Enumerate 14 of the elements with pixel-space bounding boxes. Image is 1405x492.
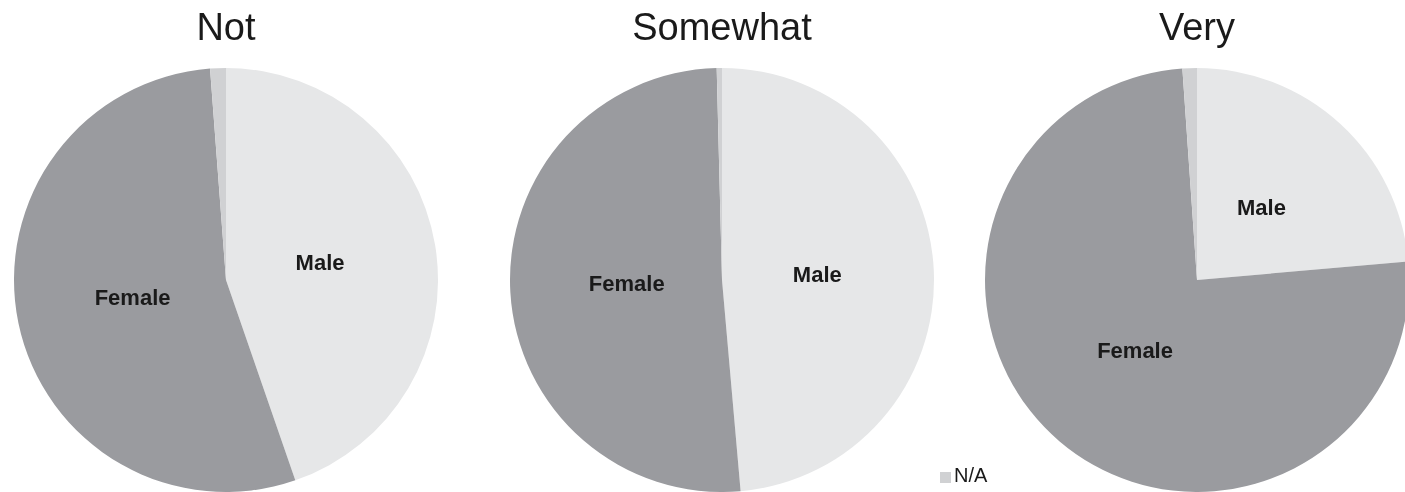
slice-label: Male [1236,195,1286,221]
chart-title: Not [196,6,257,48]
pie-slice [226,68,438,481]
slice-label: Male [295,250,345,275]
slice-label: Male [792,261,842,287]
pie-slice [510,68,741,492]
pie-slice [14,68,296,492]
chart-title: Somewhat [632,6,813,48]
slice-label: Female [1097,338,1173,364]
slice-label: Female [94,285,171,311]
legend-label: N/A [954,464,988,486]
slice-label: Female [588,271,665,297]
chart-title: Very [1158,6,1236,48]
pie-slice [722,68,934,492]
